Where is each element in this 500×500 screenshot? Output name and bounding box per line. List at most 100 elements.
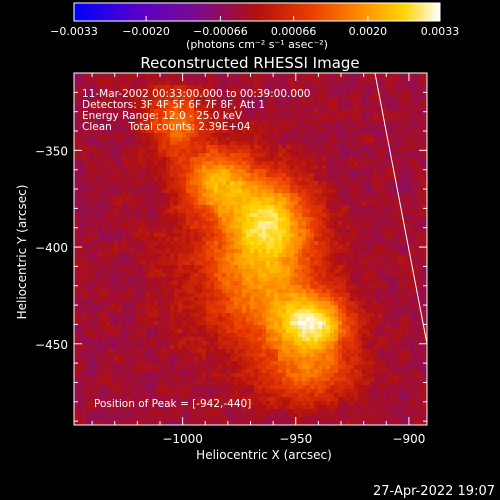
heatmap-cell	[410, 117, 415, 122]
heatmap-cell	[74, 177, 79, 182]
heatmap-cell	[170, 229, 175, 234]
heatmap-cell	[146, 269, 151, 274]
heatmap-cell	[170, 137, 175, 142]
heatmap-cell	[82, 209, 87, 214]
heatmap-cell	[110, 281, 115, 286]
heatmap-cell	[390, 101, 395, 106]
heatmap-cell	[206, 229, 211, 234]
heatmap-cell	[294, 225, 299, 230]
heatmap-cell	[342, 165, 347, 170]
heatmap-cell	[162, 105, 167, 110]
heatmap-cell	[314, 253, 319, 258]
heatmap-cell	[298, 157, 303, 162]
heatmap-cell	[318, 181, 323, 186]
heatmap-cell	[262, 265, 267, 270]
heatmap-cell	[202, 101, 207, 106]
heatmap-cell	[358, 273, 363, 278]
heatmap-cell	[202, 97, 207, 102]
heatmap-cell	[242, 273, 247, 278]
heatmap-cell	[142, 77, 147, 82]
heatmap-cell	[194, 185, 199, 190]
heatmap-cell	[78, 237, 83, 242]
heatmap-cell	[298, 193, 303, 198]
heatmap-cell	[314, 173, 319, 178]
heatmap-cell	[274, 293, 279, 298]
heatmap-cell	[218, 193, 223, 198]
heatmap-cell	[246, 273, 251, 278]
heatmap-cell	[74, 249, 79, 254]
heatmap-cell	[90, 113, 95, 118]
heatmap-cell	[294, 241, 299, 246]
heatmap-cell	[130, 273, 135, 278]
heatmap-cell	[262, 141, 267, 146]
heatmap-cell	[314, 177, 319, 182]
heatmap-cell	[126, 125, 131, 130]
heatmap-cell	[78, 285, 83, 290]
heatmap-cell	[98, 201, 103, 206]
heatmap-cell	[114, 221, 119, 226]
heatmap-cell	[370, 101, 375, 106]
heatmap-cell	[94, 109, 99, 114]
heatmap-cell	[334, 233, 339, 238]
heatmap-cell	[418, 237, 423, 242]
heatmap-cell	[202, 241, 207, 246]
heatmap-cell	[370, 209, 375, 214]
heatmap-cell	[238, 205, 243, 210]
heatmap-cell	[338, 101, 343, 106]
heatmap-cell	[330, 233, 335, 238]
heatmap-cell	[90, 281, 95, 286]
heatmap-cell	[282, 217, 287, 222]
heatmap-cell	[294, 289, 299, 294]
heatmap-cell	[422, 241, 427, 246]
heatmap-cell	[406, 133, 411, 138]
heatmap-cell	[238, 145, 243, 150]
heatmap-cell	[410, 249, 415, 254]
heatmap-cell	[422, 173, 427, 178]
heatmap-cell	[210, 245, 215, 250]
colorbar-tick-label: −0.0020	[122, 25, 170, 38]
heatmap-cell	[254, 209, 259, 214]
heatmap-cell	[314, 193, 319, 198]
heatmap-cell	[274, 181, 279, 186]
heatmap-cell	[134, 73, 139, 78]
heatmap-cell	[358, 109, 363, 114]
heatmap-cell	[254, 249, 259, 254]
heatmap-cell	[410, 165, 415, 170]
heatmap-cell	[402, 141, 407, 146]
heatmap-cell	[162, 201, 167, 206]
heatmap-cell	[190, 173, 195, 178]
heatmap-cell	[294, 257, 299, 262]
heatmap-cell	[242, 77, 247, 82]
heatmap-cell	[122, 161, 127, 166]
heatmap-cell	[214, 257, 219, 262]
heatmap-cell	[378, 285, 383, 290]
heatmap-cell	[358, 233, 363, 238]
heatmap-cell	[142, 89, 147, 94]
heatmap-cell	[374, 181, 379, 186]
heatmap-cell	[298, 237, 303, 242]
heatmap-cell	[154, 153, 159, 158]
heatmap-cell	[334, 289, 339, 294]
heatmap-cell	[250, 181, 255, 186]
heatmap-cell	[98, 265, 103, 270]
heatmap-cell	[394, 189, 399, 194]
heatmap-cell	[422, 93, 427, 98]
heatmap-cell	[242, 181, 247, 186]
heatmap-cell	[298, 89, 303, 94]
heatmap-cell	[398, 117, 403, 122]
heatmap-cell	[182, 249, 187, 254]
heatmap-cell	[294, 237, 299, 242]
heatmap-cell	[150, 177, 155, 182]
heatmap-cell	[358, 293, 363, 298]
heatmap-cell	[106, 165, 111, 170]
heatmap-cell	[270, 181, 275, 186]
heatmap-cell	[122, 137, 127, 142]
heatmap-cell	[86, 233, 91, 238]
heatmap-cell	[246, 129, 251, 134]
heatmap-cell	[346, 101, 351, 106]
heatmap-cell	[278, 149, 283, 154]
heatmap-cell	[314, 289, 319, 294]
heatmap-cell	[278, 101, 283, 106]
heatmap-cell	[98, 205, 103, 210]
heatmap-cell	[342, 177, 347, 182]
